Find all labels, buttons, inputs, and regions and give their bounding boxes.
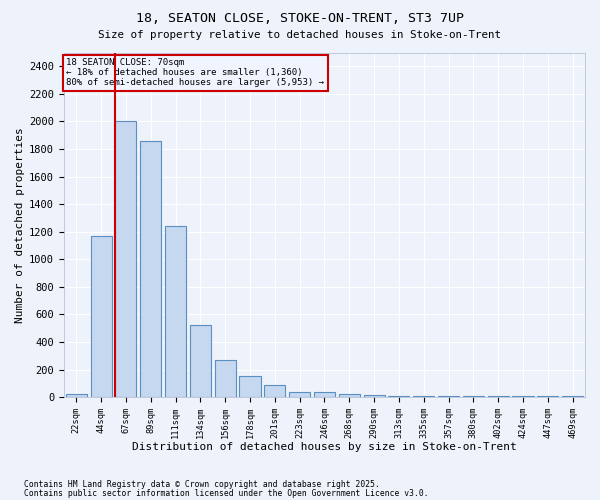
- Bar: [264, 384, 286, 397]
- Bar: [165, 226, 186, 397]
- Text: 18 SEATON CLOSE: 70sqm
← 18% of detached houses are smaller (1,360)
80% of semi-: 18 SEATON CLOSE: 70sqm ← 18% of detached…: [67, 58, 325, 88]
- Bar: [488, 396, 509, 397]
- Bar: [289, 392, 310, 397]
- Bar: [463, 396, 484, 397]
- Bar: [239, 376, 260, 397]
- Bar: [91, 236, 112, 397]
- Bar: [562, 396, 583, 397]
- Bar: [537, 396, 559, 397]
- Bar: [388, 396, 409, 397]
- Bar: [438, 396, 459, 397]
- Text: Size of property relative to detached houses in Stoke-on-Trent: Size of property relative to detached ho…: [98, 30, 502, 40]
- Bar: [364, 395, 385, 397]
- Bar: [66, 394, 87, 397]
- Bar: [413, 396, 434, 397]
- Bar: [215, 360, 236, 397]
- Bar: [339, 394, 360, 397]
- Text: Contains HM Land Registry data © Crown copyright and database right 2025.: Contains HM Land Registry data © Crown c…: [24, 480, 380, 489]
- Bar: [140, 140, 161, 397]
- Bar: [512, 396, 533, 397]
- Text: Contains public sector information licensed under the Open Government Licence v3: Contains public sector information licen…: [24, 489, 428, 498]
- Bar: [190, 326, 211, 397]
- Text: 18, SEATON CLOSE, STOKE-ON-TRENT, ST3 7UP: 18, SEATON CLOSE, STOKE-ON-TRENT, ST3 7U…: [136, 12, 464, 26]
- Y-axis label: Number of detached properties: Number of detached properties: [15, 127, 25, 322]
- Bar: [115, 122, 136, 397]
- X-axis label: Distribution of detached houses by size in Stoke-on-Trent: Distribution of detached houses by size …: [132, 442, 517, 452]
- Bar: [314, 392, 335, 397]
